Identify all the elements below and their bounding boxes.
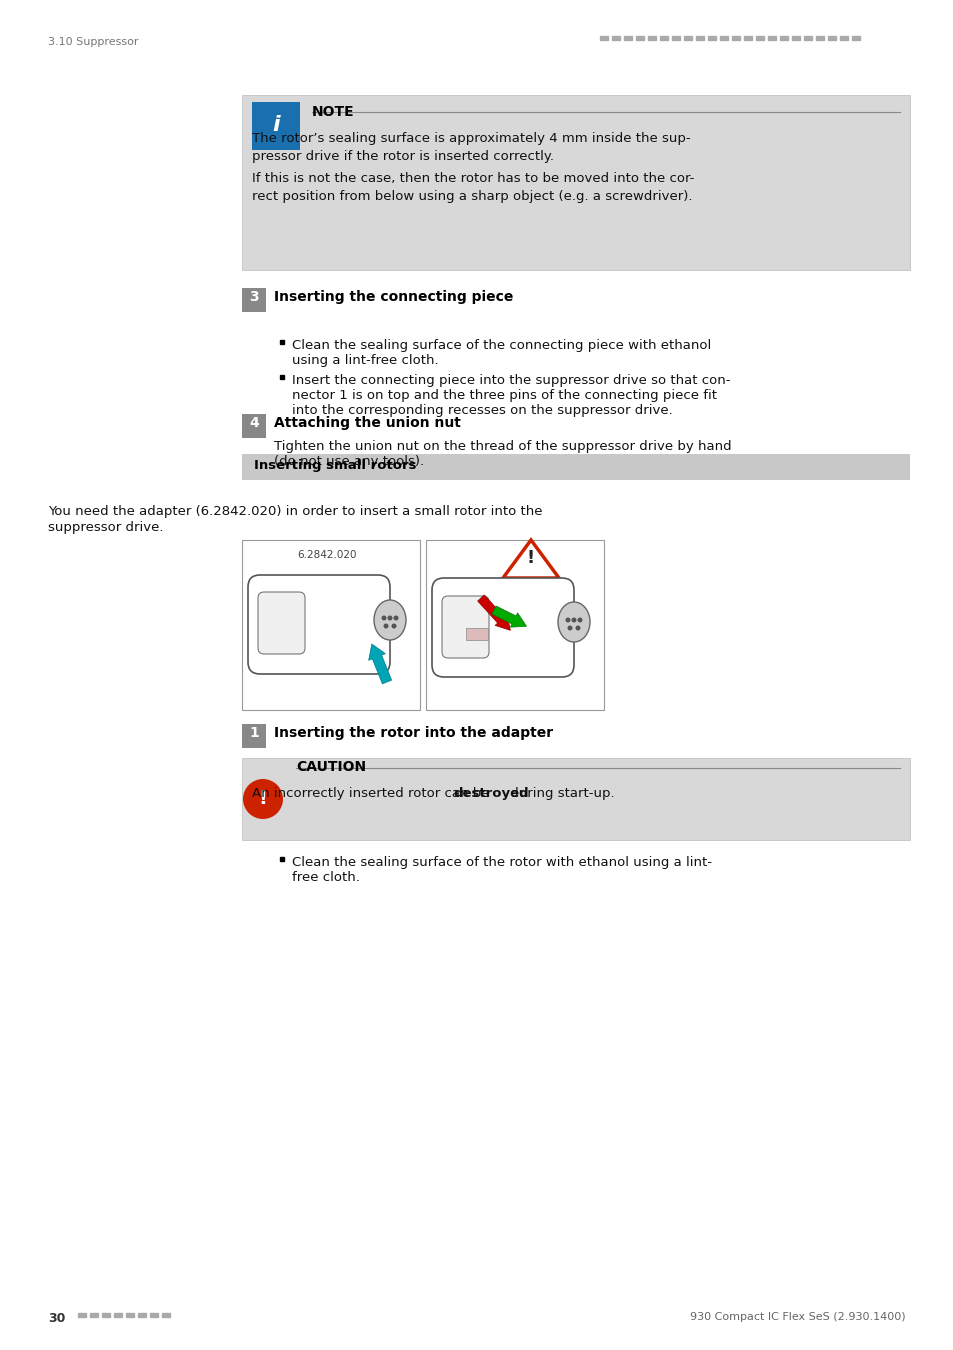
Bar — [851, 36, 859, 40]
Text: destroyed: destroyed — [454, 787, 529, 801]
Circle shape — [391, 624, 396, 629]
Bar — [767, 36, 775, 40]
Bar — [696, 36, 703, 40]
Text: (do not use any tools).: (do not use any tools). — [274, 455, 424, 468]
Bar — [78, 1314, 86, 1318]
Bar — [840, 36, 847, 40]
Text: 3: 3 — [249, 290, 258, 304]
Text: Clean the sealing surface of the rotor with ethanol using a lint-: Clean the sealing surface of the rotor w… — [292, 856, 711, 869]
Bar — [612, 36, 619, 40]
Circle shape — [571, 617, 576, 622]
Text: Inserting the rotor into the adapter: Inserting the rotor into the adapter — [274, 726, 553, 740]
Text: NOTE: NOTE — [312, 105, 355, 119]
Ellipse shape — [374, 599, 406, 640]
Circle shape — [243, 779, 283, 819]
FancyBboxPatch shape — [242, 454, 909, 481]
Bar — [150, 1314, 158, 1318]
FancyArrow shape — [492, 606, 526, 628]
Text: nector 1 is on top and the three pins of the connecting piece fit: nector 1 is on top and the three pins of… — [292, 389, 717, 402]
Bar — [126, 1314, 133, 1318]
FancyBboxPatch shape — [426, 540, 603, 710]
Bar — [636, 36, 643, 40]
Bar — [138, 1314, 146, 1318]
Bar — [623, 36, 631, 40]
FancyBboxPatch shape — [242, 288, 266, 312]
Circle shape — [577, 617, 582, 622]
FancyBboxPatch shape — [465, 628, 488, 640]
Text: An incorrectly inserted rotor can be: An incorrectly inserted rotor can be — [252, 787, 494, 801]
Text: !: ! — [526, 549, 535, 567]
Text: i: i — [272, 115, 279, 135]
Bar — [780, 36, 787, 40]
Circle shape — [381, 616, 386, 621]
Text: 6.2842.020: 6.2842.020 — [296, 549, 356, 560]
Bar — [90, 1314, 98, 1318]
Bar — [720, 36, 727, 40]
Text: 4: 4 — [249, 416, 258, 431]
Text: rect position from below using a sharp object (e.g. a screwdriver).: rect position from below using a sharp o… — [252, 190, 692, 202]
FancyBboxPatch shape — [441, 595, 489, 657]
Circle shape — [575, 625, 579, 630]
Text: Inserting small rotors: Inserting small rotors — [253, 459, 416, 472]
Text: The rotor’s sealing surface is approximately 4 mm inside the sup-: The rotor’s sealing surface is approxima… — [252, 132, 690, 144]
Text: Attaching the union nut: Attaching the union nut — [274, 416, 460, 431]
Bar — [683, 36, 691, 40]
Bar — [113, 1314, 122, 1318]
Text: suppressor drive.: suppressor drive. — [48, 521, 163, 535]
Bar — [731, 36, 740, 40]
FancyBboxPatch shape — [242, 95, 909, 270]
Text: Insert the connecting piece into the suppressor drive so that con-: Insert the connecting piece into the sup… — [292, 374, 730, 387]
FancyArrow shape — [368, 644, 392, 684]
FancyBboxPatch shape — [432, 578, 574, 676]
Bar — [659, 36, 667, 40]
Text: free cloth.: free cloth. — [292, 871, 359, 884]
Bar — [162, 1314, 170, 1318]
Text: during start-up.: during start-up. — [505, 787, 614, 801]
FancyBboxPatch shape — [242, 414, 266, 437]
Bar — [791, 36, 800, 40]
FancyArrow shape — [477, 595, 510, 630]
Text: 30: 30 — [48, 1312, 66, 1324]
Bar — [671, 36, 679, 40]
FancyBboxPatch shape — [242, 757, 909, 840]
Text: 930 Compact IC Flex SeS (2.930.1400): 930 Compact IC Flex SeS (2.930.1400) — [690, 1312, 905, 1322]
Text: 3.10 Suppressor: 3.10 Suppressor — [48, 36, 138, 47]
Text: Tighten the union nut on the thread of the suppressor drive by hand: Tighten the union nut on the thread of t… — [274, 440, 731, 454]
FancyBboxPatch shape — [257, 593, 305, 653]
Circle shape — [567, 625, 572, 630]
Text: You need the adapter (6.2842.020) in order to insert a small rotor into the: You need the adapter (6.2842.020) in ord… — [48, 505, 542, 518]
Circle shape — [565, 617, 570, 622]
Text: pressor drive if the rotor is inserted correctly.: pressor drive if the rotor is inserted c… — [252, 150, 554, 163]
Ellipse shape — [558, 602, 589, 643]
Text: !: ! — [258, 790, 267, 809]
Text: CAUTION: CAUTION — [295, 760, 366, 774]
Text: 1: 1 — [249, 726, 258, 740]
Bar — [599, 36, 607, 40]
FancyBboxPatch shape — [252, 103, 299, 150]
Bar — [815, 36, 823, 40]
FancyBboxPatch shape — [248, 575, 390, 674]
Text: Inserting the connecting piece: Inserting the connecting piece — [274, 290, 513, 304]
Bar — [743, 36, 751, 40]
Text: using a lint-free cloth.: using a lint-free cloth. — [292, 354, 438, 367]
Polygon shape — [502, 540, 558, 578]
Circle shape — [387, 616, 392, 621]
Bar — [827, 36, 835, 40]
Circle shape — [393, 616, 398, 621]
Bar — [755, 36, 763, 40]
Circle shape — [383, 624, 388, 629]
FancyBboxPatch shape — [242, 540, 419, 710]
Text: into the corresponding recesses on the suppressor drive.: into the corresponding recesses on the s… — [292, 404, 672, 417]
Text: If this is not the case, then the rotor has to be moved into the cor-: If this is not the case, then the rotor … — [252, 171, 694, 185]
Bar — [102, 1314, 110, 1318]
Text: Clean the sealing surface of the connecting piece with ethanol: Clean the sealing surface of the connect… — [292, 339, 711, 352]
Bar — [647, 36, 656, 40]
Bar — [707, 36, 716, 40]
Bar — [803, 36, 811, 40]
FancyBboxPatch shape — [242, 724, 266, 748]
